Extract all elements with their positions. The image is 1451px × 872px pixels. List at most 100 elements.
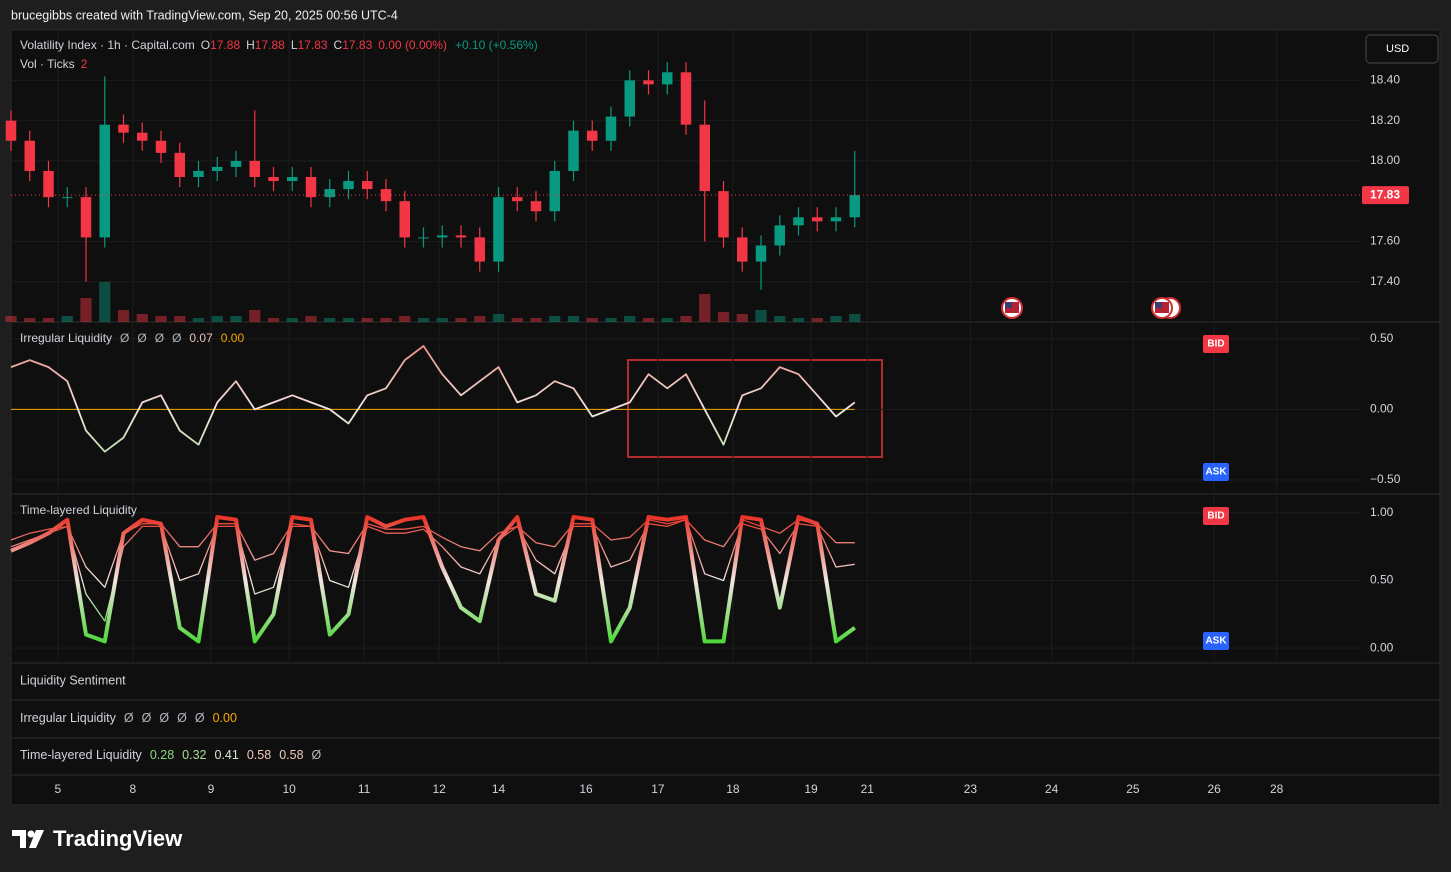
- legend: Vol · Ticks 2: [20, 57, 88, 71]
- legend-item: C: [334, 38, 343, 52]
- candle-body: [512, 197, 523, 202]
- candle-body: [474, 237, 485, 262]
- candle-body: [643, 80, 654, 85]
- legend-item: O: [201, 38, 210, 52]
- x-tick-label: 21: [861, 782, 875, 796]
- candle-body: [605, 116, 617, 141]
- legend-item: 2: [81, 57, 88, 71]
- volume-bar: [567, 316, 580, 322]
- legend-item: 0.00: [221, 331, 245, 345]
- legend-item: Ø: [137, 331, 146, 345]
- y-tick-label: 0.00: [1370, 402, 1394, 416]
- legend: Volatility Index · 1h · Capital.com O17.8…: [20, 38, 538, 52]
- volume-bar: [286, 318, 298, 322]
- legend-item: Ø: [172, 331, 181, 345]
- candle-body: [343, 181, 354, 190]
- candle-body: [230, 160, 242, 167]
- volume-bar: [324, 318, 336, 322]
- table-cell: Ø: [159, 711, 169, 725]
- candle-body: [268, 177, 279, 182]
- x-tick-label: 12: [432, 782, 446, 796]
- table-cell: Ø: [142, 711, 152, 725]
- annotation-box[interactable]: [627, 359, 883, 458]
- volume-bar: [211, 316, 223, 322]
- liquidity-line: [10, 515, 856, 644]
- candle-body: [549, 170, 560, 212]
- candle-body: [587, 130, 598, 141]
- logo-dot: [27, 830, 35, 838]
- x-tick-label: 26: [1207, 782, 1221, 796]
- candle-body: [287, 177, 298, 182]
- table-title: Liquidity Sentiment: [20, 673, 126, 687]
- table-row: Time-layered Liquidity 0.28 0.32 0.41 0.58 0.…: [20, 748, 322, 762]
- volume-bar: [811, 318, 823, 322]
- volume-bar: [530, 318, 542, 322]
- candle-body: [174, 152, 185, 178]
- volume-bar: [661, 318, 673, 322]
- table-cell: 0.28: [150, 748, 174, 762]
- y-tick-label: 18.40: [1370, 73, 1400, 87]
- candle-body: [493, 197, 504, 262]
- x-tick-label: 5: [55, 782, 62, 796]
- footer-brand: TradingView: [53, 826, 183, 851]
- volume-bar: [717, 312, 730, 322]
- volume-bar: [155, 316, 167, 322]
- legend-item: Volatility Index · 1h · Capital.com: [20, 38, 195, 52]
- candle-body: [812, 217, 823, 222]
- candle-body: [568, 130, 579, 171]
- candle-body: [324, 189, 335, 198]
- currency-label[interactable]: USD: [1386, 43, 1409, 55]
- legend-item: L: [291, 38, 298, 52]
- marker-label: BID: [1207, 511, 1224, 522]
- volume-bar: [549, 316, 561, 322]
- volume-bar: [830, 316, 842, 322]
- candle-body: [418, 237, 429, 239]
- x-tick-label: 10: [282, 782, 296, 796]
- volume-bar: [642, 318, 655, 322]
- volume-bar: [680, 316, 692, 322]
- candle-body: [680, 72, 692, 125]
- marker-label: ASK: [1205, 636, 1227, 647]
- currency-button[interactable]: [1365, 34, 1439, 64]
- liquidity-line: [10, 345, 856, 453]
- x-tick-label: 16: [579, 782, 593, 796]
- marker-box: [1203, 335, 1229, 353]
- y-tick-label: −0.50: [1370, 472, 1401, 486]
- y-tick-label: 0.50: [1370, 573, 1394, 587]
- x-tick-label: 9: [208, 782, 215, 796]
- candle-body: [774, 225, 785, 246]
- volume-bar: [61, 316, 73, 322]
- x-tick-label: 23: [964, 782, 978, 796]
- marker-label: ASK: [1205, 467, 1227, 478]
- candle-body: [399, 201, 410, 238]
- volume-bar: [792, 318, 805, 322]
- volume-bar: [399, 316, 411, 322]
- x-tick-label: 17: [651, 782, 665, 796]
- candle-body: [212, 166, 223, 171]
- volume-bar: [455, 318, 467, 322]
- volume-bar: [267, 318, 280, 322]
- table-cell: Ø: [177, 711, 187, 725]
- pane-borders: [11, 321, 1440, 776]
- y-tick-label: 18.20: [1370, 113, 1400, 127]
- candle-body: [699, 124, 710, 192]
- x-tick-label: 24: [1045, 782, 1059, 796]
- flag-canton: [1005, 302, 1012, 308]
- volume-bar: [755, 310, 767, 322]
- table-cell: 0.32: [182, 748, 206, 762]
- marker-box: [1203, 463, 1229, 481]
- header-text: brucegibbs created with TradingView.com,…: [11, 8, 398, 22]
- volume-bar: [417, 318, 430, 322]
- candle-body: [849, 195, 860, 218]
- volume-bar: [361, 318, 373, 322]
- logo-icon: [12, 830, 44, 848]
- x-tick-label: 25: [1126, 782, 1140, 796]
- y-tick-label: 0.50: [1370, 331, 1394, 345]
- volume-bar: [774, 316, 786, 322]
- candle-body: [62, 197, 73, 199]
- candle-body: [530, 201, 542, 212]
- volume-bar: [117, 310, 130, 322]
- table-cell: Ø: [124, 711, 134, 725]
- flag-canton: [1155, 302, 1162, 308]
- last-price-box: [1362, 186, 1409, 205]
